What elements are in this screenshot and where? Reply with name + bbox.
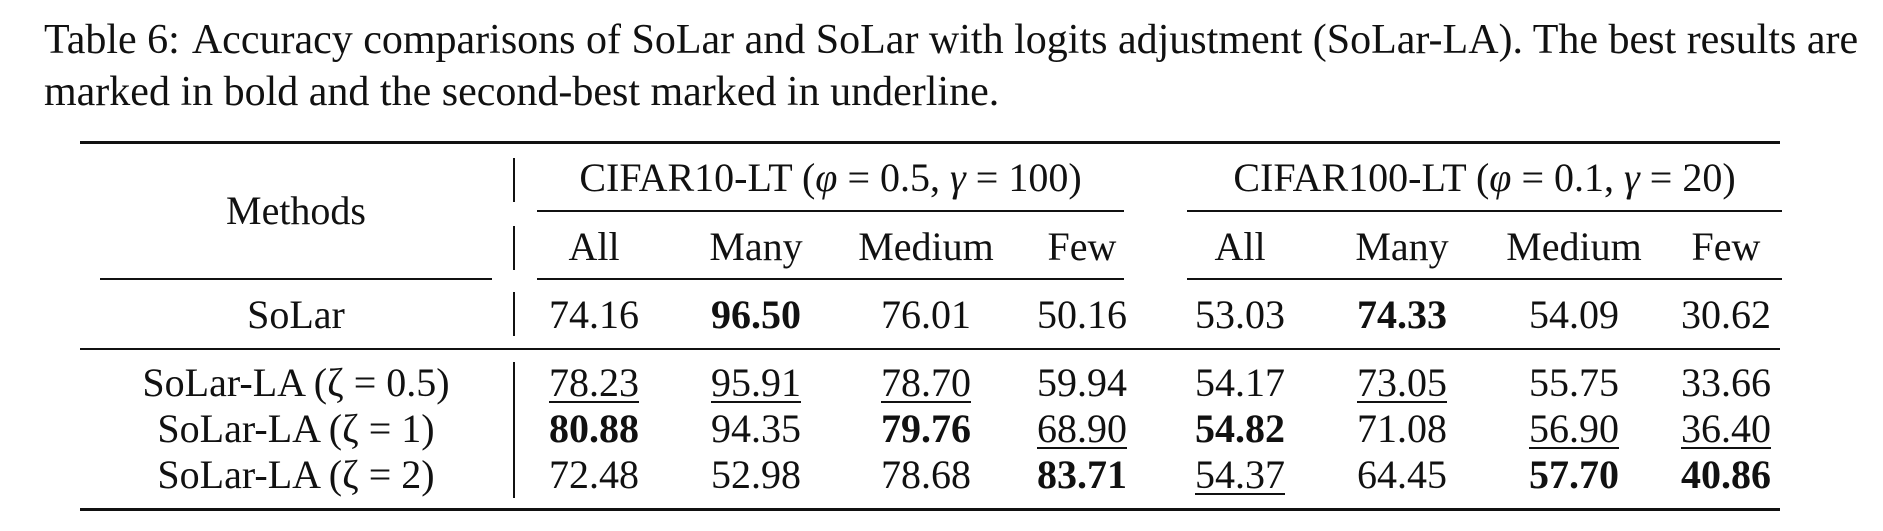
- separator-header-1: [513, 158, 515, 202]
- bottom-rule: [80, 508, 1780, 511]
- row-method-label: SoLar-LA (ζ = 2): [157, 452, 435, 497]
- separator-la: [513, 362, 515, 498]
- table-cell: 59.94: [1037, 360, 1127, 405]
- table-cell: 54.17: [1195, 360, 1285, 405]
- table-cell: 56.90: [1529, 406, 1619, 451]
- separator-header-2: [513, 226, 515, 270]
- table-cell: 94.35: [711, 406, 801, 451]
- table-cell: 96.50: [711, 292, 801, 337]
- column-header-cifar10-medium: Medium: [858, 224, 994, 269]
- column-header-cifar100-few: Few: [1691, 224, 1761, 269]
- cols-rule-cifar10: [537, 278, 1124, 280]
- table-cell: 72.48: [549, 452, 639, 497]
- column-header-cifar100-all: All: [1214, 224, 1266, 269]
- table-cell: 40.86: [1681, 452, 1771, 497]
- top-rule: [80, 141, 1780, 144]
- table-cell: 73.05: [1357, 360, 1447, 405]
- table-cell: 30.62: [1681, 292, 1771, 337]
- group-rule-cifar100: [1187, 210, 1782, 212]
- table-cell: 54.09: [1529, 292, 1619, 337]
- group-header-cifar100: CIFAR100-LT (φ = 0.1, γ = 20): [1233, 155, 1736, 200]
- group-rule-cifar10: [537, 210, 1124, 212]
- row-method-label: SoLar-LA (ζ = 1): [157, 406, 435, 451]
- table-cell: 36.40: [1681, 406, 1771, 451]
- cols-rule-cifar100: [1187, 278, 1782, 280]
- methods-header: Methods: [226, 188, 366, 233]
- table-cell: 80.88: [549, 406, 639, 451]
- table-cell: 53.03: [1195, 292, 1285, 337]
- methods-rule: [100, 278, 492, 280]
- column-header-cifar10-many: Many: [709, 224, 803, 269]
- row-method-label: SoLar: [247, 292, 345, 337]
- table-caption: Table 6: Accuracy comparisons of SoLar an…: [44, 14, 1859, 118]
- table-cell: 50.16: [1037, 292, 1127, 337]
- column-header-cifar100-many: Many: [1355, 224, 1449, 269]
- table-cell: 33.66: [1681, 360, 1771, 405]
- table-cell: 95.91: [711, 360, 801, 405]
- table-cell: 78.23: [549, 360, 639, 405]
- table-cell: 78.68: [881, 452, 971, 497]
- table-cell: 57.70: [1529, 452, 1619, 497]
- header-rule: [80, 348, 1780, 350]
- table-cell: 54.82: [1195, 406, 1285, 451]
- column-header-cifar100-medium: Medium: [1506, 224, 1642, 269]
- column-header-cifar10-all: All: [568, 224, 620, 269]
- table-cell: 52.98: [711, 452, 801, 497]
- table-cell: 76.01: [881, 292, 971, 337]
- table-cell: 54.37: [1195, 452, 1285, 497]
- table-cell: 78.70: [881, 360, 971, 405]
- caption-label: Table 6:: [44, 17, 180, 63]
- row-method-label: SoLar-LA (ζ = 0.5): [142, 360, 450, 405]
- table-cell: 74.16: [549, 292, 639, 337]
- separator-solar: [513, 292, 515, 336]
- table-cell: 55.75: [1529, 360, 1619, 405]
- table-cell: 71.08: [1357, 406, 1447, 451]
- column-header-cifar10-few: Few: [1047, 224, 1117, 269]
- table-cell: 83.71: [1037, 452, 1127, 497]
- group-header-cifar10: CIFAR10-LT (φ = 0.5, γ = 100): [579, 155, 1082, 200]
- table-cell: 79.76: [881, 406, 971, 451]
- table-cell: 64.45: [1357, 452, 1447, 497]
- table-cell: 74.33: [1357, 292, 1447, 337]
- table-cell: 68.90: [1037, 406, 1127, 451]
- caption-text: Accuracy comparisons of SoLar and SoLar …: [44, 17, 1859, 115]
